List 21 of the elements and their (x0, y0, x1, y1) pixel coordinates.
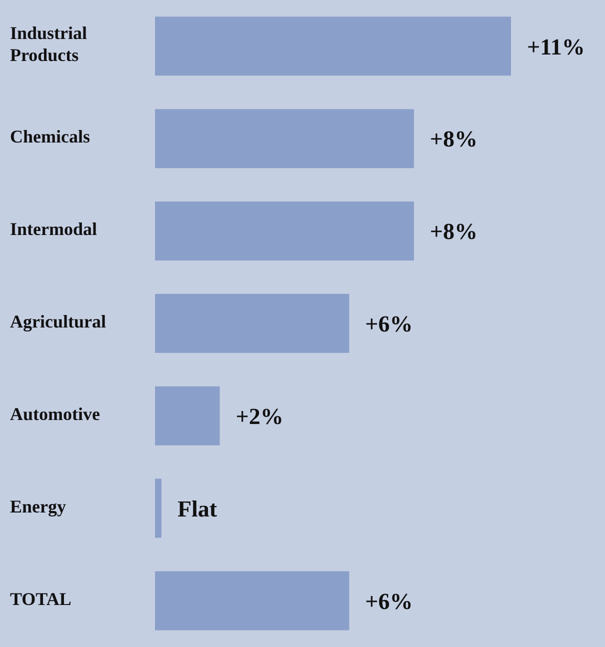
bar (155, 109, 414, 168)
y-tick-label: Industrial Products (10, 23, 88, 66)
bar (155, 16, 511, 76)
y-tick-label: TOTAL (10, 588, 72, 609)
bar (155, 201, 414, 260)
bar (155, 386, 220, 446)
bar (155, 294, 350, 353)
y-tick-label: Energy (10, 496, 66, 516)
y-tick-label: Agricultural (10, 312, 106, 332)
data-label: Flat (177, 496, 218, 522)
bar (155, 571, 350, 630)
y-tick-label: Intermodal (10, 219, 97, 240)
data-label: +11% (527, 34, 585, 60)
bar (155, 478, 162, 538)
data-label: +8% (430, 126, 478, 152)
y-tick-label: Automotive (10, 404, 100, 424)
y-tick-label: Chemicals (10, 126, 90, 147)
data-label: +8% (430, 219, 478, 244)
data-label: +2% (236, 404, 284, 430)
data-label: +6% (365, 312, 413, 337)
data-label: +6% (365, 588, 413, 614)
